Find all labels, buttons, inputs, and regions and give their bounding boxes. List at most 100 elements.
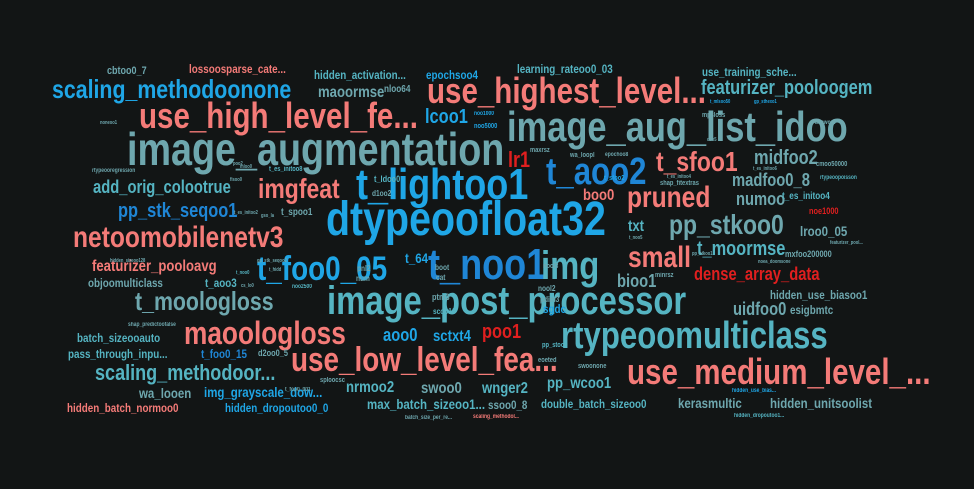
- cloud-word: midfoo2: [754, 147, 818, 169]
- cloud-word: poo1: [482, 321, 522, 343]
- cloud-word: t_spoo1: [281, 207, 313, 218]
- cloud-word: featurizer_pool...: [830, 240, 863, 246]
- cloud-word: dtypeoofloat32: [326, 193, 606, 246]
- cloud-word: rtypeooregression: [92, 168, 136, 174]
- cloud-word: aoo0: [383, 325, 418, 345]
- cloud-word: mxfoo200000: [785, 249, 832, 259]
- cloud-word: wnger2: [482, 380, 528, 397]
- cloud-word: learning_rateoo0_03: [517, 62, 613, 76]
- cloud-word: t_aoo3: [205, 276, 237, 290]
- cloud-word: t_64: [405, 250, 428, 266]
- cloud-word: t_es_initoo8: [269, 166, 303, 173]
- cloud-word: use_training_sche...: [702, 65, 797, 79]
- cloud-word: wa_looen: [139, 385, 192, 401]
- cloud-word: use_highest_level...: [427, 70, 706, 111]
- cloud-word: t_ldoo0: [374, 174, 401, 184]
- cloud-word: rtypeoomulticlass: [561, 315, 828, 357]
- cloud-word: noneoo1: [100, 120, 118, 126]
- cloud-word: lossoosparse_cate...: [189, 62, 286, 76]
- cloud-word: noo5000: [474, 123, 498, 130]
- cloud-word: t_foo0_001: [285, 387, 311, 393]
- cloud-word: pp_stk_seqoo1: [118, 200, 238, 222]
- cloud-word: t_mlsoo50: [710, 99, 731, 105]
- cloud-word: hidden_activation...: [314, 68, 406, 82]
- cloud-word: cbtoo0_7: [107, 65, 147, 77]
- cloud-word: noe1000: [809, 206, 839, 216]
- cloud-word: hidden_sizeoo128: [110, 258, 146, 264]
- cloud-word: nool2: [538, 284, 556, 293]
- cloud-word: imgfeat: [258, 173, 340, 204]
- cloud-word: nloo64: [384, 84, 411, 95]
- cloud-word: noo2500: [292, 284, 312, 290]
- cloud-word: t_noo5: [629, 235, 643, 241]
- cloud-word: netoomobilenetv3: [73, 221, 284, 254]
- cloud-word: pnl2: [357, 264, 371, 273]
- cloud-word: swoonone: [578, 363, 607, 370]
- cloud-word: pp_stkoo1: [692, 251, 713, 257]
- cloud-word: use_high_level_fe...: [139, 95, 418, 136]
- cloud-word: maoologloss: [184, 315, 346, 351]
- cloud-word: t_foo0_15: [201, 347, 247, 361]
- cloud-word: fisoo0: [230, 177, 243, 183]
- cloud-word: wa_loopl: [570, 152, 595, 159]
- cloud-word: scaling_methodoonone: [52, 74, 292, 104]
- cloud-word: pdim3: [540, 295, 560, 304]
- cloud-word: eoeted: [538, 357, 557, 364]
- cloud-word: hidden_use_bias...: [732, 388, 777, 394]
- cloud-word: doe5: [707, 137, 717, 143]
- cloud-word: lr1: [508, 147, 531, 172]
- cloud-word: img_grayscale_dow...: [204, 384, 323, 400]
- cloud-word: t_lightoo1: [356, 160, 529, 209]
- cloud-word: bioo1: [617, 271, 657, 291]
- cloud-word: scoo10: [433, 307, 456, 316]
- cloud-word: pp_stoo0: [542, 342, 568, 349]
- cloud-word: t_es_initoo4: [667, 174, 691, 180]
- cloud-word: image_augmentation: [127, 123, 505, 175]
- cloud-word: gp_stk_seqoo2: [257, 258, 287, 264]
- cloud-word: lcoo1: [425, 106, 468, 128]
- cloud-word: t_es_initoo2: [234, 210, 258, 216]
- cloud-word: t_noo0: [236, 270, 250, 276]
- cloud-word: t_moologloss: [135, 286, 274, 316]
- cloud-word: maoormse: [318, 84, 385, 101]
- cloud-word: pp_wcoo1: [547, 375, 612, 392]
- cloud-word: hidden_batch_normoo0: [67, 401, 179, 415]
- cloud-word: batch_sizeooauto: [77, 331, 161, 345]
- cloud-word: dense_array_data: [694, 264, 820, 284]
- cloud-word: max_batch_sizeoo1...: [367, 396, 486, 412]
- cloud-word: cs_lo0: [241, 283, 254, 289]
- cloud-word: noo1000: [474, 111, 494, 117]
- cloud-word: shap_fitextras: [660, 180, 699, 187]
- cloud-word: esigbmtc: [790, 303, 834, 317]
- cloud-word: scaling_methodol...: [473, 414, 519, 420]
- cloud-word: madfoo0_8: [732, 170, 810, 190]
- cloud-word: small: [628, 241, 691, 274]
- cloud-word: minrsz: [655, 272, 674, 279]
- cloud-word: cmoo50000: [816, 161, 848, 168]
- cloud-word: epochsoo4: [426, 68, 478, 82]
- cloud-word: numoo: [736, 189, 786, 209]
- cloud-word: noea_doomsone: [758, 259, 791, 265]
- cloud-word: kerasmultic: [678, 395, 742, 411]
- cloud-word: swoo0: [421, 380, 462, 397]
- cloud-word: d2oo0_5: [258, 348, 288, 358]
- cloud-word: gso_la: [261, 213, 274, 219]
- cloud-word: ptm3: [432, 292, 450, 302]
- cloud-word: batch_size_per_re...: [405, 415, 453, 421]
- cloud-word: aooword: [815, 120, 836, 126]
- cloud-word: nrmoo2: [346, 379, 395, 396]
- cloud-word: boo0: [583, 187, 615, 204]
- cloud-word: featurizer_pooloogem: [701, 77, 873, 99]
- cloud-word: hidden_dropoutoo1...: [734, 413, 785, 419]
- cloud-word: use_medium_level_...: [627, 351, 931, 392]
- cloud-word: boot: [435, 263, 450, 272]
- cloud-word: t_moormse: [697, 238, 786, 260]
- cloud-word: scaling_methodoor...: [95, 360, 276, 385]
- cloud-word: t_foo0_05: [257, 250, 388, 288]
- cloud-word: gp_sthexo1: [754, 99, 777, 105]
- cloud-word: add_orig_colootrue: [93, 177, 231, 197]
- cloud-word: objoomulticlass: [88, 276, 163, 290]
- cloud-word: txt: [628, 218, 645, 235]
- cloud-word: img: [541, 244, 600, 288]
- cloud-word: uidfoo0: [733, 299, 787, 319]
